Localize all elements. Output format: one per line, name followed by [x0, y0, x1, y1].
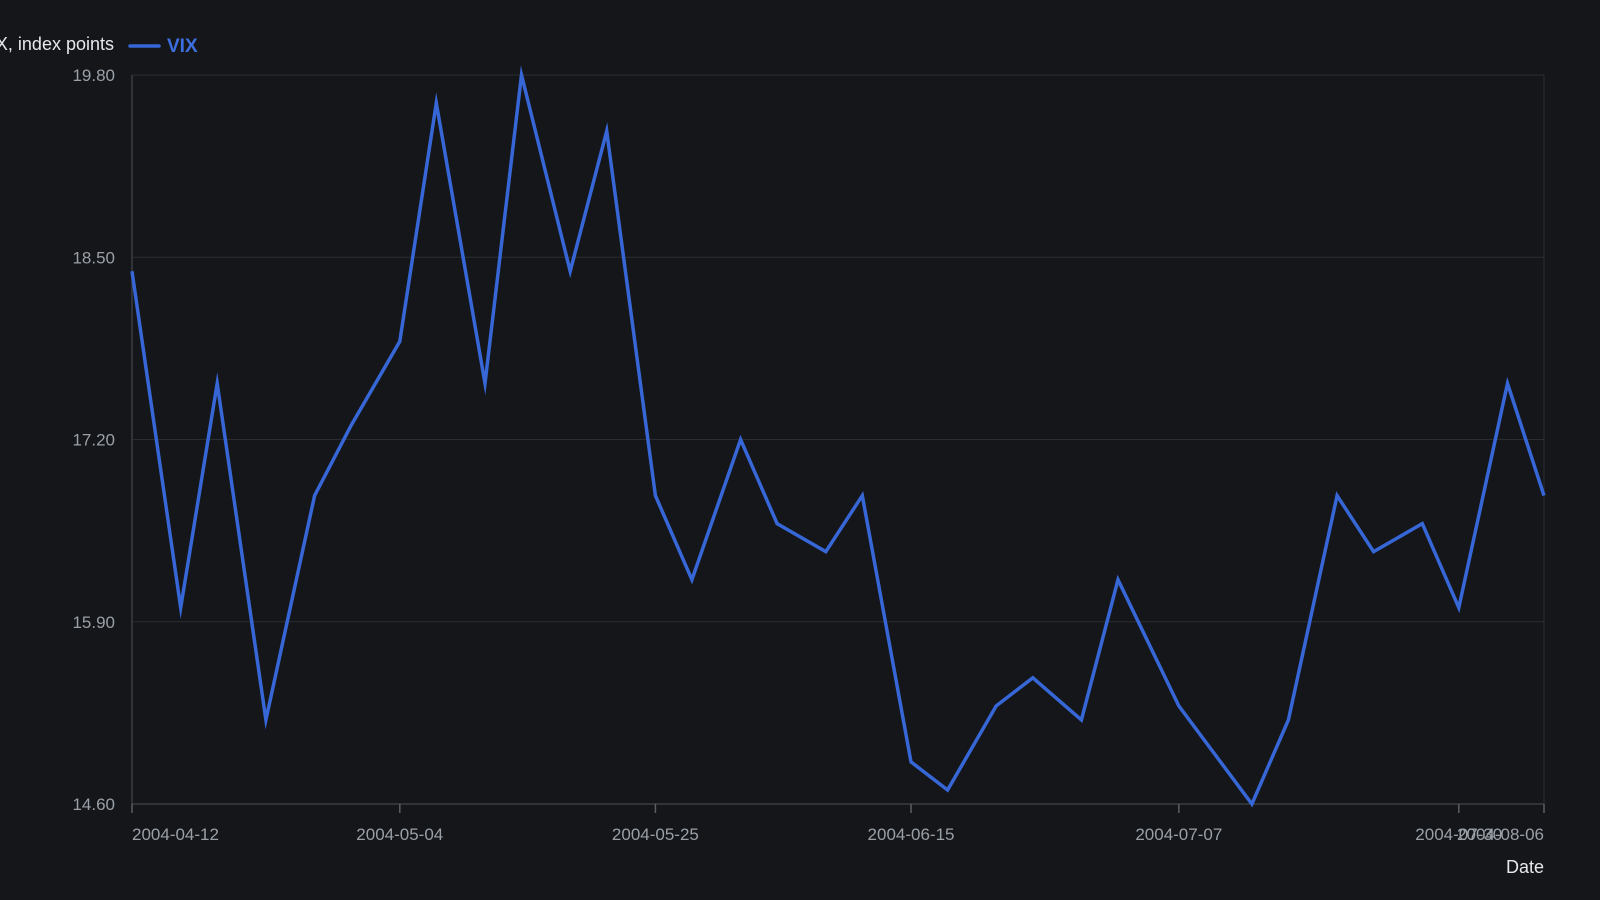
data-point[interactable]	[821, 547, 831, 557]
data-point[interactable]	[1332, 491, 1342, 501]
data-point[interactable]	[1454, 603, 1464, 613]
data-point[interactable]	[943, 785, 953, 795]
data-point[interactable]	[650, 491, 660, 501]
grid-lines	[132, 74, 1544, 623]
x-tick-label-6: 2004-08-06	[1457, 825, 1544, 844]
data-point[interactable]	[1502, 378, 1512, 388]
y-tick-label-3: 18.50	[72, 248, 115, 267]
y-tick-label-0: 14.60	[72, 795, 115, 814]
data-point[interactable]	[1113, 575, 1123, 585]
x-tick-label-2: 2004-05-25	[612, 825, 699, 844]
data-point[interactable]	[1369, 547, 1379, 557]
data-point[interactable]	[310, 491, 320, 501]
data-point[interactable]	[346, 420, 356, 430]
data-point[interactable]	[1247, 799, 1257, 809]
x-tick-label-5: 2004-07-30	[1415, 825, 1502, 844]
data-point[interactable]	[991, 701, 1001, 711]
data-point[interactable]	[687, 575, 697, 585]
data-point[interactable]	[431, 98, 441, 108]
x-tick-label-0: 2004-04-12	[132, 825, 219, 844]
data-point[interactable]	[517, 70, 527, 80]
axes	[131, 75, 1545, 805]
data-point[interactable]	[565, 266, 575, 276]
data-point[interactable]	[906, 757, 916, 767]
data-point[interactable]	[176, 603, 186, 613]
y-axis-title: VIX, index points	[0, 34, 114, 54]
x-axis-title: Date	[1506, 857, 1544, 877]
legend-label-vix: VIX	[167, 36, 198, 57]
series-group	[127, 65, 1549, 809]
data-point[interactable]	[395, 336, 405, 346]
data-point[interactable]	[1174, 701, 1184, 711]
data-point[interactable]	[1076, 715, 1086, 725]
data-point[interactable]	[480, 378, 490, 388]
data-point[interactable]	[261, 715, 271, 725]
legend[interactable]: VIX, index points VIX	[0, 34, 198, 57]
data-point[interactable]	[212, 378, 222, 388]
data-point[interactable]	[127, 266, 137, 276]
data-point[interactable]	[602, 126, 612, 136]
data-point[interactable]	[1028, 673, 1038, 683]
y-tick-label-1: 15.90	[72, 613, 115, 632]
data-point[interactable]	[1283, 715, 1293, 725]
data-point[interactable]	[857, 491, 867, 501]
x-tick-label-1: 2004-05-04	[356, 825, 443, 844]
series-line-vix	[130, 65, 1546, 808]
x-axis-ticks: 2004-04-12 2004-05-04 2004-05-25 2004-06-15…	[131, 804, 1545, 844]
y-tick-label-4: 19.80	[72, 66, 115, 85]
data-point[interactable]	[1417, 519, 1427, 529]
data-point[interactable]	[772, 519, 782, 529]
data-point[interactable]	[1539, 491, 1549, 501]
x-tick-label-4: 2004-07-07	[1135, 825, 1222, 844]
x-tick-label-3: 2004-06-15	[868, 825, 955, 844]
y-axis-ticks: 14.60 15.90 17.20 18.50 19.80	[72, 66, 115, 814]
data-point[interactable]	[736, 435, 746, 445]
y-tick-label-2: 17.20	[72, 431, 115, 450]
